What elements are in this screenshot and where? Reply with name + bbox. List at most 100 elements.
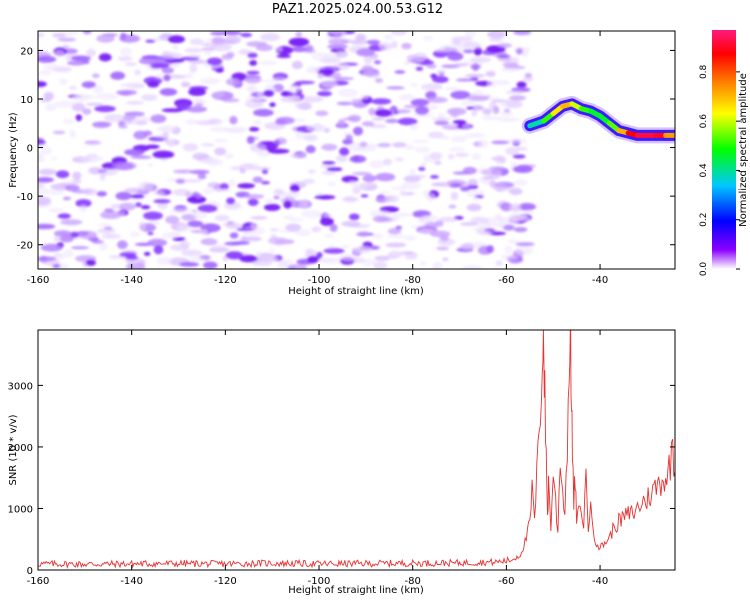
noise-blob	[99, 242, 108, 251]
noise-blob	[147, 238, 168, 247]
noise-blob	[499, 68, 521, 72]
noise-blob	[117, 240, 128, 250]
noise-blob	[98, 222, 111, 228]
noise-blob	[79, 204, 87, 213]
noise-blob	[134, 69, 141, 76]
noise-blob	[92, 121, 111, 128]
noise-blob	[261, 79, 280, 83]
noise-blob	[321, 170, 336, 176]
noise-blob	[348, 180, 357, 185]
noise-blob	[356, 48, 375, 57]
noise-blob	[513, 227, 528, 233]
noise-blob	[82, 108, 92, 115]
noise-blob	[114, 210, 126, 216]
noise-blob	[433, 48, 452, 53]
noise-blob	[369, 210, 392, 218]
heatmap-x-label: Height of straight line (km)	[288, 286, 424, 297]
noise-blob	[434, 161, 442, 165]
noise-blob	[435, 135, 450, 140]
noise-blob	[194, 102, 203, 107]
noise-blob	[96, 92, 118, 101]
noise-blob	[337, 88, 359, 97]
noise-blob	[434, 120, 449, 126]
noise-blob	[300, 152, 307, 159]
noise-blob	[465, 73, 486, 78]
noise-blob	[229, 116, 238, 125]
noise-blob	[75, 199, 92, 208]
noise-blob	[153, 245, 164, 255]
noise-blob	[237, 183, 256, 189]
noise-blob	[163, 74, 171, 82]
noise-blob	[38, 168, 58, 176]
snr-axes: -160 -140 -120 -100 -80 -60 -40 0 1000 2000 3000	[8, 330, 675, 587]
noise-blob	[445, 86, 461, 91]
noise-blob	[130, 194, 145, 199]
noise-blob	[364, 182, 378, 186]
noise-blob	[38, 155, 46, 163]
noise-blob	[85, 259, 96, 266]
noise-blob	[486, 79, 497, 88]
noise-blob	[55, 170, 70, 179]
x-tick-label: -60	[498, 576, 514, 587]
noise-blob	[210, 43, 232, 52]
noise-blob	[78, 230, 98, 240]
noise-blob	[54, 100, 76, 108]
noise-blob	[451, 135, 468, 143]
noise-blob	[342, 138, 354, 145]
noise-blob	[495, 213, 502, 221]
noise-blob	[97, 169, 107, 173]
noise-blob	[226, 197, 236, 205]
noise-blobs	[38, 31, 537, 269]
noise-blob	[288, 37, 310, 47]
noise-blob	[276, 54, 291, 58]
noise-blob	[467, 179, 478, 187]
noise-blob	[404, 235, 417, 242]
noise-blob	[323, 248, 345, 254]
noise-blob	[499, 157, 506, 164]
noise-blob	[173, 169, 194, 174]
noise-blob	[51, 33, 67, 38]
noise-blob	[253, 108, 274, 117]
noise-blob	[246, 70, 260, 75]
noise-blob	[118, 125, 128, 129]
noise-blob	[156, 125, 177, 133]
noise-blob	[187, 220, 204, 228]
noise-blob	[509, 203, 522, 213]
noise-blob	[59, 235, 74, 243]
noise-blob	[489, 180, 497, 189]
noise-blob	[504, 245, 513, 253]
noise-blob	[505, 90, 525, 95]
noise-blob	[295, 131, 305, 140]
noise-blob	[394, 70, 406, 74]
noise-blob	[348, 213, 360, 221]
noise-blob	[219, 183, 229, 191]
noise-blob	[153, 190, 166, 196]
noise-blob	[38, 81, 47, 88]
noise-blob	[466, 106, 474, 110]
figure-title: PAZ1.2025.024.00.53.G12	[271, 2, 444, 17]
noise-blob	[329, 223, 338, 232]
noise-blob	[82, 31, 92, 35]
noise-blob	[110, 71, 126, 80]
noise-blob	[200, 143, 215, 147]
noise-blob	[326, 167, 343, 172]
noise-blob	[189, 63, 198, 73]
noise-blob	[59, 78, 68, 86]
noise-blob	[385, 118, 399, 124]
noise-blob	[404, 144, 414, 151]
noise-blob	[71, 246, 89, 250]
noise-blob	[375, 172, 396, 182]
noise-blob	[182, 143, 199, 152]
noise-blob	[429, 152, 443, 160]
noise-blob	[259, 256, 279, 263]
noise-blob	[159, 88, 178, 96]
noise-blob	[415, 66, 424, 71]
noise-blob	[323, 81, 338, 87]
noise-blob	[466, 203, 482, 212]
x-tick-label: -100	[308, 576, 331, 587]
noise-blob	[243, 194, 265, 199]
x-tick-label: -80	[405, 275, 421, 286]
noise-blob	[294, 80, 315, 85]
noise-blob	[214, 147, 227, 156]
noise-blob	[398, 94, 416, 101]
